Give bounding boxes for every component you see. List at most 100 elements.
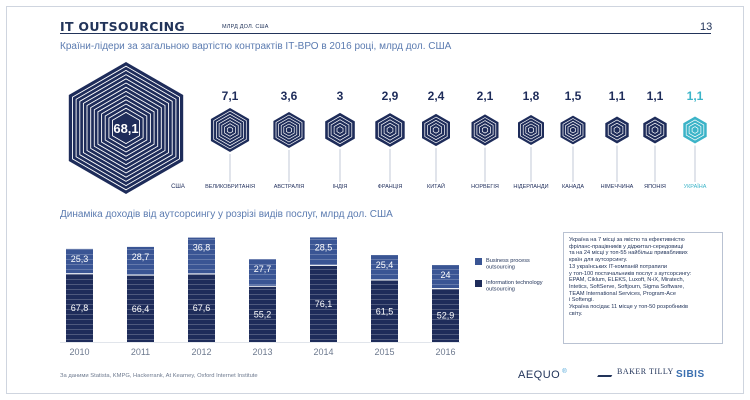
hexagon-value-label: 1,1 — [609, 89, 626, 103]
hexagon-mark — [560, 115, 586, 145]
hexagon-mark — [471, 114, 499, 146]
baker-tilly-logo: BAKER TILLY — [597, 367, 674, 378]
baker-tilly-mark-icon — [597, 367, 617, 378]
bar-value-label: 25,4 — [376, 260, 394, 270]
hexagon-value-label: 1,5 — [565, 89, 582, 103]
bar-segment-bpo-texture — [249, 259, 276, 286]
bar-value-label: 55,2 — [254, 309, 272, 319]
note-line: 13 українських IT-компаній потрапили — [569, 263, 668, 270]
note-line: Україна на 7 місці за якістю та ефективн… — [569, 237, 685, 243]
hexagon-mark — [643, 116, 667, 144]
hexagon-category-label: НІМЕЧЧИНА — [601, 184, 634, 190]
note-line: Intetics, SoftServe, Softjourn, Sigma So… — [569, 283, 685, 290]
bar-value-label: 25,3 — [71, 254, 89, 264]
bar-value-label: 24 — [440, 270, 450, 280]
bar-year-label: 2011 — [131, 347, 150, 357]
bar-chart-title: Динаміка доходів від аутсорсингу у розрі… — [60, 209, 393, 220]
bar-value-label: 28,7 — [132, 252, 150, 262]
bar-segment-bpo-texture — [310, 237, 337, 265]
bar-value-label: 76,1 — [315, 299, 333, 309]
bar-value-label: 28,5 — [315, 242, 333, 252]
note-line: EPAM, Ciklum, ELEKS, Luxoft, N-iX, Mirat… — [569, 277, 685, 284]
hexagon-mark — [325, 112, 355, 148]
note-line: та на 24 місці у топ-55 найбільш привабл… — [569, 250, 688, 257]
hexagon-mark — [273, 112, 305, 148]
hexagon-mark — [375, 113, 405, 147]
header-divider — [60, 33, 711, 34]
bar-segment-ito-texture — [127, 275, 154, 342]
note-line: у топ-100 постачальників послуг з аутсор… — [569, 270, 692, 277]
aequo-logo-mark: ® — [562, 369, 568, 375]
bar-value-label: 66,4 — [132, 304, 150, 314]
hexagon-value-label: 2,4 — [428, 89, 445, 103]
hexagon-mark — [683, 116, 707, 144]
bar-segment-ito-texture — [188, 274, 215, 342]
legend-label: Information technology outsourcing — [486, 280, 543, 293]
hexagon-value-label: 1,8 — [523, 89, 540, 103]
note-line: фріланс-працівників у діджитал-середовищ… — [569, 243, 684, 250]
legend-swatch — [475, 258, 482, 265]
hexagon-mark — [422, 113, 450, 147]
bar-value-label: 52,9 — [437, 311, 455, 321]
bar-segment-ito-texture — [371, 280, 398, 342]
legend-swatch — [475, 280, 482, 287]
baker-tilly-logo-text: BAKER TILLY — [617, 367, 674, 376]
bar-value-label: 27,7 — [254, 264, 272, 274]
header-subtitle: МЛРД ДОЛ. США — [222, 24, 269, 30]
bar-year-label: 2010 — [69, 347, 89, 357]
hexagon-value-label: 68,1 — [113, 121, 138, 136]
bar-value-label: 61,5 — [376, 306, 394, 316]
bar-segment-bpo-texture — [127, 246, 154, 275]
hexagon-value-label: 2,1 — [477, 89, 494, 103]
hexagon-mark — [68, 62, 184, 194]
bar-segment-bpo-texture — [188, 237, 215, 274]
hexagon-chart: 68,1 США 7,1 ВЕЛИКОБРИТАНІЯ 3,6 АВСТРАЛІЯ 3 ІНД… — [68, 62, 707, 194]
hexagon-category-label: КАНАДА — [562, 184, 584, 190]
sibis-logo-text: SIBIS — [676, 369, 705, 380]
page-frame — [6, 6, 744, 394]
bar-value-label: 67,6 — [193, 303, 211, 313]
bar-segment-bpo-texture — [66, 248, 93, 274]
aequo-logo: AEQUO ® — [518, 369, 567, 381]
note-line: Україна посідає 11 місце у топ-50 розроб… — [569, 304, 688, 311]
bar-year-label: 2015 — [374, 347, 394, 357]
header-title: IT OUTSOURCING — [60, 19, 185, 34]
sibis-logo: SIBIS — [676, 369, 705, 380]
hexagon-mark — [210, 108, 250, 152]
bar-year-label: 2014 — [313, 347, 333, 357]
ukraine-note: Україна на 7 місці за якістю та ефективн… — [563, 232, 723, 344]
hexagon-category-label: США — [171, 184, 185, 190]
bar-segment-ito-texture — [310, 265, 337, 342]
note-line: країн для аутсорсингу. — [569, 257, 628, 264]
hexagon-category-label: УКРАЇНА — [684, 183, 707, 190]
hexagon-category-label: ЯПОНІЯ — [644, 184, 666, 190]
bar-segment-bpo-texture — [371, 255, 398, 280]
bar-value-label: 36,8 — [193, 243, 211, 253]
hexagon-category-label: НОРВЕГІЯ — [471, 184, 499, 190]
bar-year-label: 2012 — [191, 347, 211, 357]
bar-segment-ito-texture — [66, 274, 93, 342]
hexagon-mark — [518, 115, 544, 145]
hexagon-value-label: 3,6 — [281, 89, 298, 103]
source-note: За даними Statista, KMPG, Hackerrank, At… — [60, 373, 258, 379]
page-number: 13 — [700, 21, 713, 33]
bar-year-label: 2013 — [252, 347, 272, 357]
hexagon-chart-title: Країни-лідери за загальною вартістю конт… — [60, 41, 452, 52]
aequo-logo-text: AEQUO — [518, 369, 561, 381]
hexagon-value-label: 7,1 — [222, 89, 239, 103]
bar-value-label: 67,8 — [71, 303, 89, 313]
bar-segment-ito-texture — [432, 289, 459, 342]
hexagon-mark — [605, 116, 629, 144]
hexagon-category-label: НІДЕРЛАНДИ — [513, 184, 548, 190]
hexagon-category-label: ВЕЛИКОБРИТАНІЯ — [205, 184, 255, 190]
note-line: TEAM International Services, Program-Ace — [569, 290, 676, 297]
hexagon-category-label: ФРАНЦІЯ — [378, 184, 403, 190]
hexagon-category-label: КИТАЙ — [427, 182, 445, 190]
bar-year-label: 2016 — [435, 347, 455, 357]
hexagon-category-label: ІНДІЯ — [333, 184, 348, 190]
hexagon-value-label: 3 — [337, 89, 344, 103]
hexagon-value-label: 1,1 — [687, 89, 704, 103]
note-line: і Softengi. — [569, 297, 594, 304]
hexagon-value-label: 1,1 — [647, 89, 664, 103]
